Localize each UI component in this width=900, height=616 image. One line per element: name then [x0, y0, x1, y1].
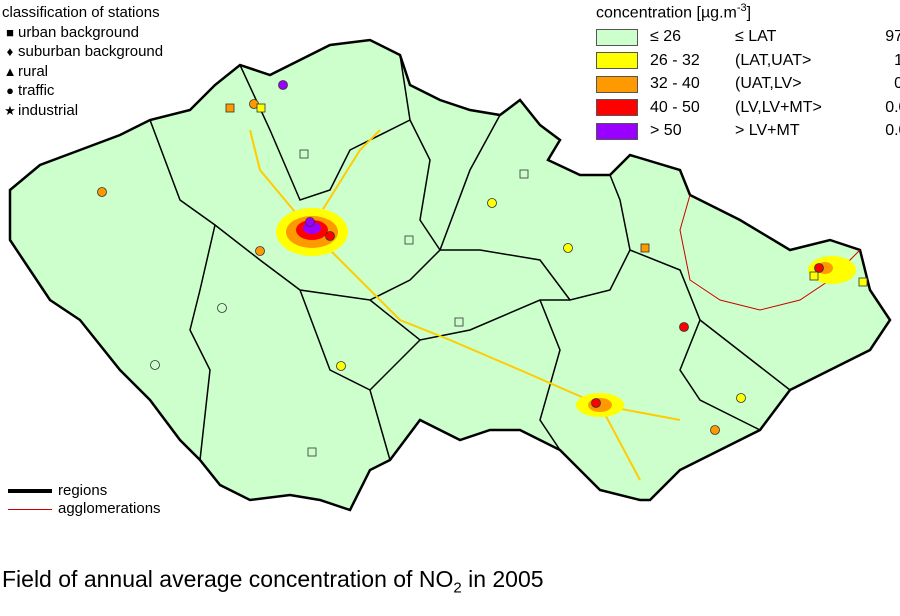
percent-label: 1.7 %	[894, 51, 900, 69]
concentration-legend-item: 40 - 50 (LV,LV+MT> 0.03 %	[596, 96, 900, 120]
agglomerations-line-icon	[8, 508, 52, 510]
regions-line-icon	[8, 489, 52, 493]
concentration-legend-item: 32 - 40 (UAT,LV> 0.8 %	[596, 72, 900, 96]
traffic-station	[97, 187, 107, 197]
traffic-station	[487, 198, 497, 208]
color-swatch	[596, 52, 638, 70]
color-swatch	[596, 28, 638, 46]
legend-item-agglomerations: agglomerations	[8, 500, 161, 518]
percent-label: 0.03 %	[885, 98, 900, 116]
traffic-station	[710, 425, 720, 435]
legend-item-urban: ■ urban background	[2, 23, 163, 43]
traffic-station	[278, 80, 288, 90]
legend-label: agglomerations	[58, 500, 161, 517]
lines-legend: regions agglomerations	[8, 482, 161, 518]
class-label: (LAT,UAT>	[735, 51, 812, 69]
legend-item-regions: regions	[8, 482, 161, 500]
stations-legend-title: classification of stations	[2, 4, 160, 21]
range-label: ≤ 26	[650, 28, 682, 46]
concentration-legend-item: > 50 > LV+MT 0.03 %	[596, 119, 900, 143]
legend-item-traffic: ● traffic	[2, 81, 163, 101]
triangle-icon: ▲	[3, 63, 17, 79]
urban-station	[307, 447, 317, 457]
legend-item-industrial: ★ industrial	[2, 101, 163, 121]
prague-hotspot	[276, 208, 348, 256]
urban-station	[519, 169, 529, 179]
percent-label: 0.8 %	[894, 75, 900, 93]
no2-concentration-map	[8, 38, 892, 512]
legend-label: traffic	[18, 82, 55, 99]
concentration-legend: concentration [µg.m-3] ≤ 26 ≤ LAT 97.5 %…	[596, 2, 900, 143]
country-outline	[8, 38, 892, 512]
legend-label: industrial	[18, 101, 79, 119]
traffic-station	[814, 263, 824, 273]
range-label: 40 - 50	[650, 98, 700, 116]
class-label: (UAT,LV>	[735, 75, 802, 93]
urban-station	[404, 235, 414, 245]
traffic-station	[150, 360, 160, 370]
urban-station	[256, 103, 266, 113]
diamond-icon: ♦	[6, 44, 14, 59]
urban-station	[640, 243, 650, 253]
class-label: > LV+MT	[735, 122, 800, 140]
percent-label: 97.5 %	[885, 28, 900, 46]
urban-station	[454, 317, 464, 327]
color-swatch	[596, 99, 638, 117]
traffic-station	[736, 393, 746, 403]
traffic-station	[325, 231, 335, 241]
traffic-station	[217, 303, 227, 313]
legend-label: regions	[58, 482, 108, 499]
traffic-station	[591, 398, 601, 408]
range-label: 32 - 40	[650, 75, 700, 93]
star-icon: ★	[4, 102, 16, 118]
legend-label: urban background	[18, 23, 139, 41]
traffic-station	[305, 217, 315, 227]
map-caption: Field of annual average concentration of…	[2, 566, 544, 597]
traffic-station	[679, 322, 689, 332]
urban-station	[809, 271, 819, 281]
concentration-legend-title: concentration [µg.m-3]	[596, 2, 752, 22]
circle-icon: ●	[6, 83, 14, 98]
legend-label: suburban background	[18, 43, 164, 60]
urban-station	[225, 103, 235, 113]
legend-item-rural: ▲ rural	[2, 62, 163, 82]
traffic-station	[255, 246, 265, 256]
class-label: ≤ LAT	[735, 28, 777, 46]
square-icon: ■	[6, 24, 14, 40]
concentration-legend-item: 26 - 32 (LAT,UAT> 1.7 %	[596, 49, 900, 73]
legend-label: rural	[18, 62, 49, 80]
region-borders	[149, 54, 791, 461]
color-swatch	[596, 75, 638, 93]
traffic-station	[563, 243, 573, 253]
legend-item-suburban: ♦ suburban background	[2, 42, 163, 62]
urban-station	[858, 277, 868, 287]
stations-legend: classification of stations ■ urban backgr…	[2, 3, 163, 120]
color-swatch	[596, 122, 638, 140]
urban-station	[299, 149, 309, 159]
stations	[97, 80, 868, 457]
concentration-legend-item: ≤ 26 ≤ LAT 97.5 %	[596, 25, 900, 49]
class-label: (LV,LV+MT>	[735, 98, 822, 116]
percent-label: 0.03 %	[885, 122, 900, 140]
traffic-station	[336, 361, 346, 371]
range-label: 26 - 32	[650, 51, 700, 69]
range-label: > 50	[650, 122, 682, 140]
